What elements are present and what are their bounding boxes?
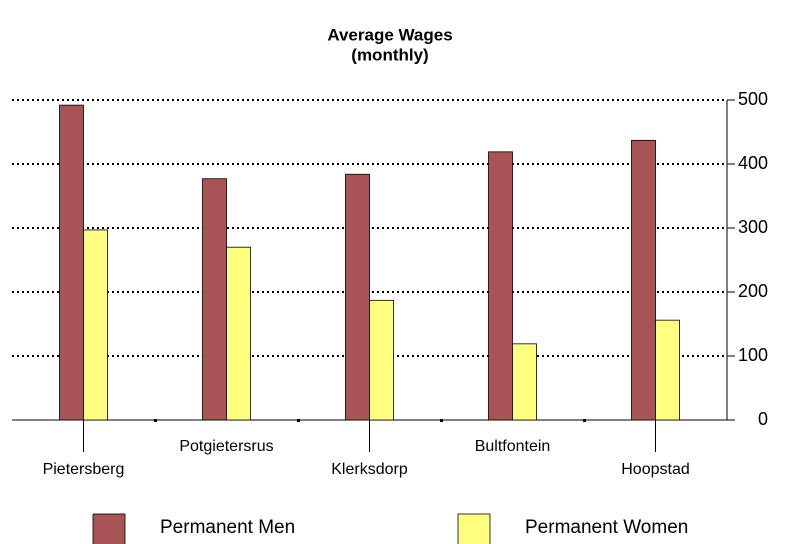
y-tick-label: 400	[738, 153, 768, 173]
x-separator	[154, 419, 157, 422]
bar	[655, 319, 680, 421]
y-tick-label: 200	[738, 281, 768, 301]
bar	[59, 104, 84, 421]
y-tick-label: 100	[738, 345, 768, 365]
x-tick-label: Potgietersrus	[179, 438, 273, 455]
legend-swatch	[92, 513, 126, 544]
bar	[83, 229, 108, 421]
bar	[345, 173, 370, 421]
x-separator	[297, 419, 300, 422]
x-separator	[440, 419, 443, 422]
bar	[369, 299, 394, 421]
legend-label: Permanent Men	[160, 517, 295, 538]
bar	[631, 139, 656, 421]
bar	[488, 151, 513, 421]
y-tick-label: 300	[738, 217, 768, 237]
x-tick-label: Bultfontein	[475, 438, 551, 455]
legend-swatch	[457, 513, 491, 544]
y-tick-label: 0	[758, 409, 768, 429]
x-tick-label: Hoopstad	[621, 461, 690, 478]
chart-subtitle: (monthly)	[351, 45, 428, 64]
y-tick-label: 500	[738, 89, 768, 109]
x-separator	[583, 419, 586, 422]
bar	[226, 246, 251, 421]
x-tick-label: Pietersberg	[43, 461, 125, 478]
bar	[512, 343, 537, 421]
legend-label: Permanent Women	[525, 517, 688, 538]
bar	[202, 178, 227, 421]
chart-title: Average Wages	[327, 25, 452, 44]
x-tick-label: Klerksdorp	[331, 461, 408, 478]
